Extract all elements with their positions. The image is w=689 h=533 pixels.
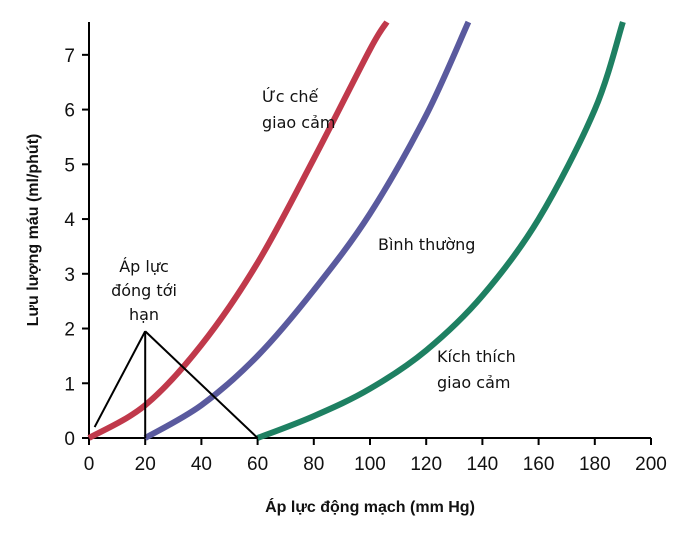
annotation-group: Áp lực đóng tới hạn (93, 257, 259, 439)
y-axis-title: Lưu lượng máu (ml/phút) (25, 134, 42, 327)
series-line-stimulated (256, 21, 626, 441)
x-tick-label: 120 (410, 454, 442, 475)
y-tick-label: 5 (64, 155, 75, 176)
x-tick-label: 180 (579, 454, 611, 475)
x-tick-label: 60 (247, 454, 268, 475)
y-tick-label: 2 (64, 320, 75, 341)
x-tick-label: 100 (354, 454, 386, 475)
y-tick-label: 1 (64, 374, 75, 395)
y-tick-label: 7 (64, 46, 75, 67)
y-ticks: 0 1 2 3 4 5 6 7 (64, 46, 89, 450)
label-group: Ức chế giao cảm Bình thường Kích thích giao … (262, 87, 516, 392)
x-tick-label: 200 (635, 454, 667, 475)
series-label-stimulated: Kích thích giao cảm (437, 347, 516, 392)
x-axis-title: Áp lực động mạch (mm Hg) (265, 497, 475, 516)
x-tick-label: 40 (191, 454, 212, 475)
x-tick-label: 80 (303, 454, 324, 475)
series-label-normal: Bình thường (378, 235, 475, 254)
x-tick-label: 140 (467, 454, 499, 475)
series-group (87, 20, 626, 441)
x-ticks: 0 20 40 60 80 100 120 140 160 180 200 (84, 438, 667, 475)
x-tick-label: 0 (84, 454, 95, 475)
annotation-pointer-line (93, 330, 147, 428)
y-tick-label: 3 (64, 265, 75, 286)
y-tick-label: 6 (64, 101, 75, 122)
annotation-pointer-line (144, 330, 259, 439)
series-line-normal (143, 20, 472, 441)
y-tick-label: 4 (64, 210, 75, 231)
series-label-suppressed: Ức chế giao cảm (262, 87, 335, 132)
annotation-critical-closing-pressure: Áp lực đóng tới hạn (111, 257, 177, 324)
x-tick-label: 160 (523, 454, 555, 475)
x-tick-label: 20 (135, 454, 156, 475)
y-tick-label: 0 (64, 429, 75, 450)
